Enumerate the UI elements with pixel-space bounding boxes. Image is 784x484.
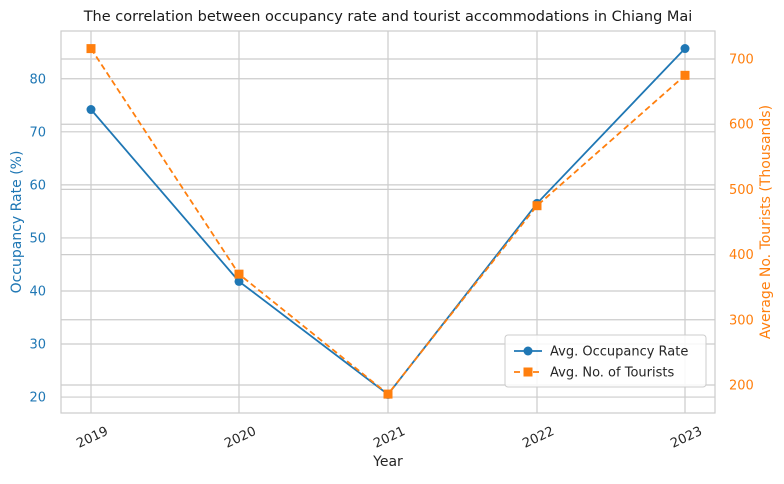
left-y-tick-label: 30 — [29, 338, 46, 353]
right-y-tick-label: 500 — [729, 183, 754, 198]
left-y-tick-label: 60 — [29, 178, 46, 193]
data-point — [532, 201, 542, 211]
data-point — [234, 269, 244, 279]
data-point — [86, 105, 96, 115]
x-axis-title: Year — [372, 454, 403, 470]
left-y-tick-label: 70 — [29, 125, 46, 140]
left-y-axis-title: Occupancy Rate (%) — [9, 151, 25, 294]
left-y-tick-label: 80 — [29, 72, 46, 87]
plot-frame — [60, 30, 716, 414]
right-y-axis-title: Average No. Tourists (Thousands) — [758, 105, 774, 339]
right-y-tick-label: 300 — [729, 313, 754, 328]
data-point — [234, 276, 244, 286]
left-y-tick-label: 40 — [29, 284, 46, 299]
legend-label: Avg. Occupancy Rate — [550, 345, 688, 360]
legend-marker — [523, 346, 533, 356]
series-layer — [86, 44, 690, 399]
data-point — [680, 70, 690, 80]
right-y-tick-label: 700 — [729, 53, 754, 68]
legend-label: Avg. No. of Tourists — [550, 366, 674, 381]
left-y-axis: 20 30 40 50 60 70 80 — [29, 72, 46, 405]
left-y-tick-label: 50 — [29, 231, 46, 246]
chart-title: The correlation between occupancy rate a… — [83, 9, 693, 25]
right-y-tick-label: 400 — [729, 248, 754, 263]
data-point — [383, 389, 393, 399]
legend-marker — [523, 367, 533, 377]
right-y-axis: 200 300 400 500 600 700 — [729, 53, 754, 394]
right-y-tick-label: 600 — [729, 118, 754, 133]
left-y-tick-label: 20 — [29, 391, 46, 406]
legend: Avg. Occupancy Rate Avg. No. of Tourists — [504, 334, 707, 388]
data-point — [86, 44, 96, 54]
right-y-tick-label: 200 — [729, 378, 754, 393]
legend-box — [504, 334, 707, 388]
data-point — [680, 44, 690, 54]
